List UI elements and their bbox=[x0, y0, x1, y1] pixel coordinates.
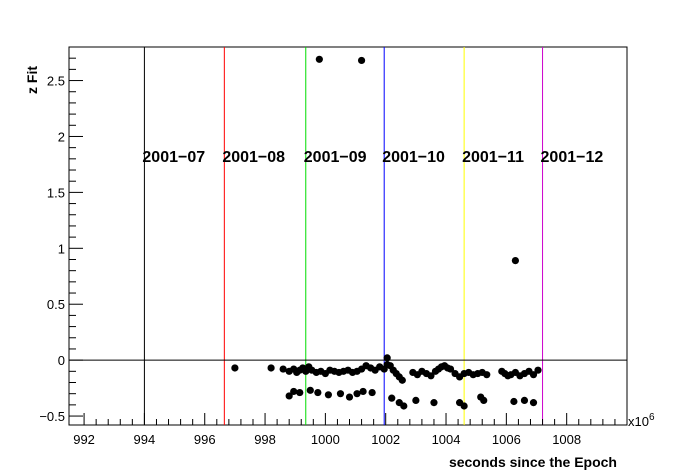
data-point-37 bbox=[427, 372, 435, 380]
x-axis-ticks: 992 994 996 998 1000 1002 1004 1006 1008 bbox=[73, 413, 616, 447]
y-tick-label: 1.5 bbox=[47, 185, 65, 200]
month-label-2: 2001−09 bbox=[304, 149, 367, 166]
data-point-77 bbox=[430, 399, 438, 407]
y-tick-label: 2.5 bbox=[47, 74, 65, 89]
month-label-4: 2001−11 bbox=[462, 149, 524, 166]
data-point-1 bbox=[267, 364, 275, 372]
data-point-64 bbox=[296, 388, 304, 397]
data-point-85 bbox=[511, 257, 519, 265]
x-axis-multiplier: x106 bbox=[628, 412, 655, 429]
y-tick-label: 2 bbox=[58, 129, 65, 144]
data-point-75 bbox=[400, 402, 408, 410]
x-tick-label: 994 bbox=[134, 432, 156, 447]
data-point-51 bbox=[483, 371, 491, 379]
month-label-3: 2001−10 bbox=[382, 149, 445, 166]
data-point-81 bbox=[480, 396, 488, 404]
data-point-86 bbox=[383, 354, 391, 362]
data-point-66 bbox=[314, 388, 322, 397]
y-tick-label: 1 bbox=[58, 241, 65, 256]
month-markers bbox=[143, 47, 544, 425]
data-point-61 bbox=[534, 366, 542, 374]
data-point-84 bbox=[529, 399, 538, 407]
month-label-5: 2001−12 bbox=[541, 149, 604, 166]
month-labels: 2001−07 2001−08 2001−09 2001−10 2001−11 2001−… bbox=[142, 149, 603, 166]
data-point-88 bbox=[357, 56, 366, 65]
x-tick-label: 992 bbox=[73, 432, 95, 447]
data-point-60 bbox=[529, 371, 538, 379]
data-point-43 bbox=[446, 365, 455, 373]
data-point-65 bbox=[306, 386, 314, 394]
data-point-62 bbox=[285, 392, 293, 400]
data-point-68 bbox=[336, 390, 345, 398]
data-point-67 bbox=[324, 391, 332, 399]
data-point-70 bbox=[353, 390, 361, 398]
data-point-82 bbox=[510, 397, 518, 406]
data-point-83 bbox=[520, 396, 529, 404]
y-tick-label: 0 bbox=[58, 353, 65, 368]
x-tick-label: 1002 bbox=[371, 432, 400, 447]
x-tick-label: 1008 bbox=[552, 432, 581, 447]
data-point-71 bbox=[359, 387, 367, 396]
data-point-2 bbox=[279, 365, 287, 373]
x-tick-label: 998 bbox=[254, 432, 276, 447]
x-tick-label: 1006 bbox=[492, 432, 521, 447]
month-label-1: 2001−08 bbox=[222, 149, 285, 166]
x-tick-label: 1004 bbox=[432, 432, 461, 447]
data-point-76 bbox=[412, 396, 420, 404]
y-axis-ticks: −0.5 0 0.5 1 1.5 2 2.5 bbox=[39, 57, 83, 424]
data-point-32 bbox=[398, 376, 406, 384]
x-multiplier-base: x10 bbox=[628, 414, 649, 429]
month-label-0: 2001−07 bbox=[142, 149, 205, 166]
data-points bbox=[231, 55, 542, 410]
data-point-63 bbox=[290, 387, 298, 396]
x-tick-label: 996 bbox=[194, 432, 216, 447]
x-axis-title: seconds since the Epoch bbox=[449, 454, 617, 470]
x-multiplier-exponent: 6 bbox=[649, 412, 655, 423]
y-axis-title: z Fit bbox=[24, 66, 40, 94]
data-point-73 bbox=[388, 394, 396, 402]
data-point-79 bbox=[460, 402, 468, 410]
y-tick-label: 0.5 bbox=[47, 297, 65, 312]
plot-frame bbox=[68, 46, 628, 426]
y-tick-label: −0.5 bbox=[39, 409, 65, 424]
data-point-87 bbox=[315, 55, 323, 63]
data-point-69 bbox=[345, 393, 354, 401]
x-tick-label: 1000 bbox=[311, 432, 340, 447]
data-point-0 bbox=[231, 364, 239, 372]
data-point-72 bbox=[368, 388, 376, 397]
